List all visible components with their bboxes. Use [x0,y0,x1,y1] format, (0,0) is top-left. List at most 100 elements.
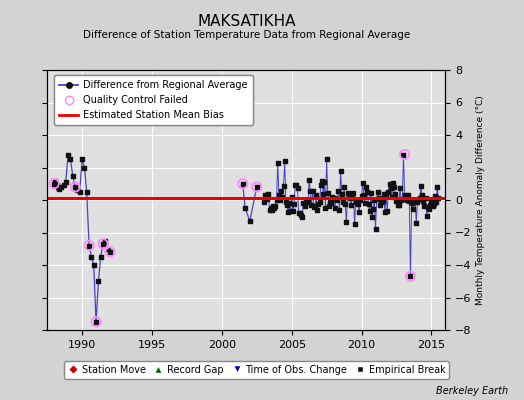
Point [292,182,301,188]
Point [69,172,77,179]
Point [304,198,312,205]
Point [330,195,338,201]
Point [312,191,320,198]
Point [288,194,296,201]
Point [332,196,340,202]
Point [387,185,395,191]
Point [326,199,334,206]
Point [389,180,397,186]
Point [303,198,311,204]
Point [53,184,62,190]
Point [357,193,366,200]
Point [85,242,93,249]
Point [265,207,274,214]
Point [283,202,291,208]
Point [88,254,96,260]
Point [101,238,110,244]
Point [274,160,282,166]
Point [342,219,351,226]
Point [396,184,404,191]
Point [297,212,305,218]
Point [378,198,387,204]
Point [80,164,89,171]
Legend: Difference from Regional Average, Quality Control Failed, Estimated Station Mean: Difference from Regional Average, Qualit… [54,75,253,125]
Point [289,208,297,214]
Point [92,319,100,325]
Point [384,189,392,196]
Y-axis label: Monthly Temperature Anomaly Difference (°C): Monthly Temperature Anomaly Difference (… [476,95,485,305]
Point [75,189,84,195]
Point [382,191,390,197]
Point [264,191,272,197]
Point [331,205,339,212]
Point [296,210,304,216]
Point [64,151,72,158]
Point [422,213,431,219]
Point [425,206,433,212]
Point [99,241,107,247]
Point [52,182,61,188]
Point [82,189,91,195]
Point [416,194,424,201]
Point [328,194,336,201]
Point [327,199,335,206]
Point [293,185,302,191]
Point [420,202,429,209]
Point [362,184,370,190]
Point [246,218,254,224]
Point [413,199,422,205]
Point [309,188,317,194]
Point [347,202,355,208]
Point [261,192,269,198]
Point [400,151,409,158]
Point [403,197,411,204]
Point [388,194,396,200]
Point [282,199,290,206]
Point [94,278,103,284]
Point [67,156,75,162]
Point [430,201,438,208]
Point [339,198,347,205]
Point [267,205,275,211]
Point [372,226,380,232]
Point [85,242,93,249]
Point [290,201,298,208]
Point [383,207,391,214]
Point [405,198,413,204]
Point [59,182,68,188]
Point [50,180,58,187]
Point [336,168,345,174]
Point [268,207,276,214]
Point [394,202,402,208]
Point [346,195,354,202]
Point [361,200,369,206]
Point [305,177,313,183]
Point [314,201,323,208]
Point [401,195,410,201]
Point [276,197,284,203]
Point [419,198,428,204]
Point [275,191,283,198]
Point [375,195,383,201]
Point [414,196,423,202]
Point [348,194,356,200]
Legend: Station Move, Record Gap, Time of Obs. Change, Empirical Break: Station Move, Record Gap, Time of Obs. C… [64,361,449,379]
Point [321,204,330,211]
Point [406,273,414,280]
Point [238,180,247,187]
Point [366,208,374,214]
Point [417,183,425,189]
Point [310,204,318,210]
Point [335,207,344,214]
Point [358,180,367,187]
Point [51,177,59,184]
Point [377,199,386,205]
Point [341,201,350,208]
Point [398,196,407,202]
Point [333,197,341,204]
Point [90,262,98,268]
Point [409,206,417,212]
Point [54,186,63,192]
Point [392,198,401,204]
Point [345,193,353,199]
